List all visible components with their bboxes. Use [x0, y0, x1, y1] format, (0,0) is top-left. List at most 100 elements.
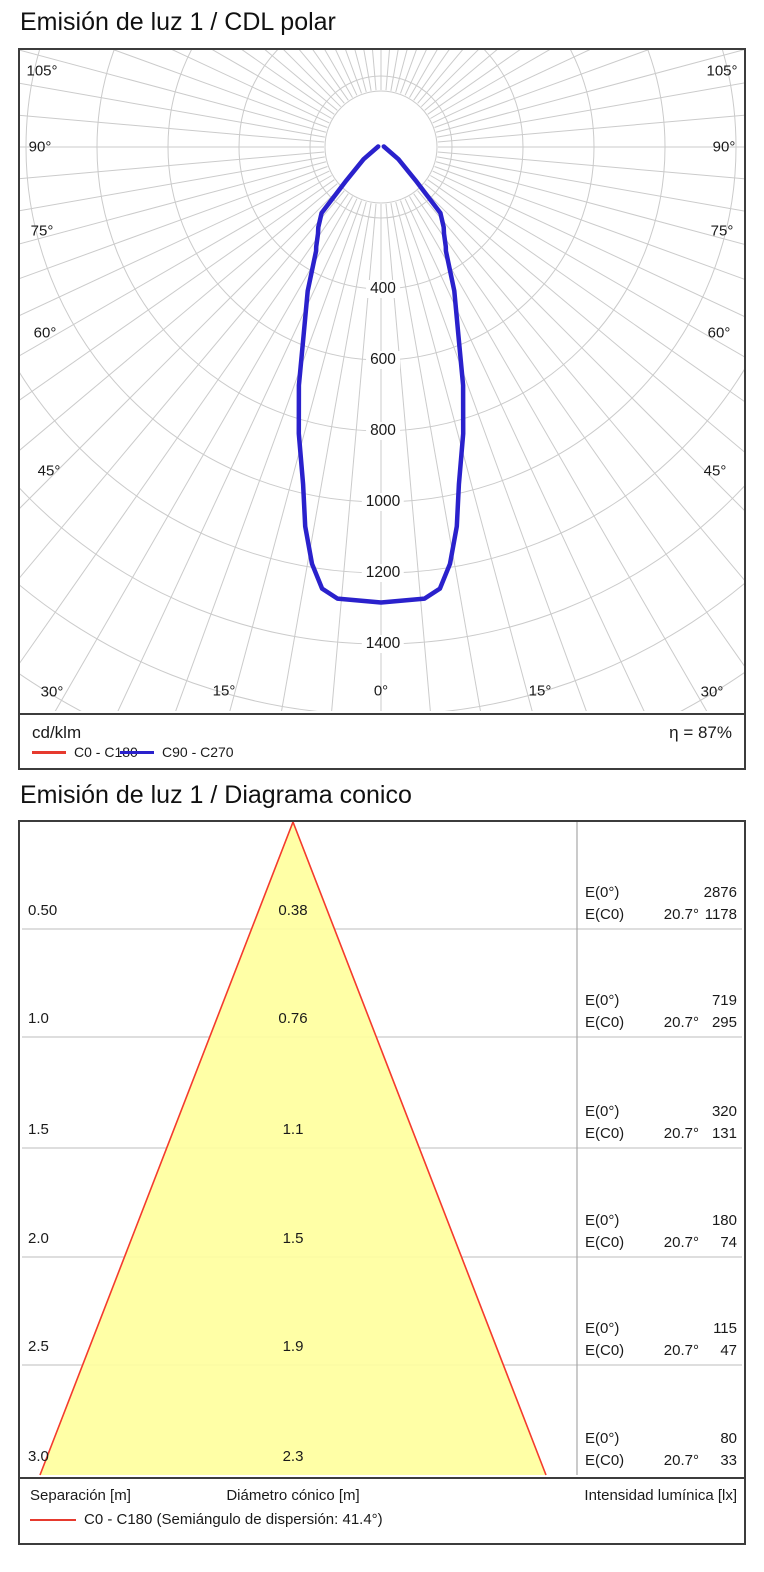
polar-grid-ray [20, 190, 345, 579]
light-cone-fill [40, 822, 546, 1475]
polar-angle-label: 90° [28, 138, 52, 156]
polar-grid-ray [437, 156, 744, 212]
polar-grid-ray [281, 203, 372, 711]
polar-grid-ray [171, 50, 330, 124]
polar-ring-label: 400 [366, 280, 400, 298]
e0-value: 180 [711, 1212, 737, 1229]
polar-angle-label: 75° [30, 222, 54, 240]
e0-label: E(0°) [585, 1320, 620, 1337]
polar-grid-ray [20, 166, 328, 279]
polar-grid-ray [409, 196, 708, 711]
ec0-value: 131 [711, 1125, 737, 1142]
polar-grid-ray [20, 161, 327, 245]
polar-grid-ray [432, 50, 591, 124]
polar-grid-ray [20, 170, 330, 316]
polar-grid-ray [437, 114, 744, 143]
e0-value: 320 [711, 1103, 737, 1120]
polar-grid-ray [395, 201, 533, 711]
polar-ring-label: 600 [366, 351, 400, 369]
polar-grid-ray [437, 82, 744, 138]
cone-legend-swatch [30, 1519, 76, 1521]
e0-label: E(0°) [585, 1430, 620, 1447]
e0-label: E(0°) [585, 884, 620, 901]
polar-grid-ray [395, 50, 408, 93]
c0-c180-legend-label: C0 - C180 [74, 744, 138, 760]
polar-grid-ray [331, 203, 377, 711]
polar-ring-label: 800 [366, 422, 400, 440]
polar-grid-ray [434, 166, 744, 280]
polar-angle-label: 60° [707, 324, 731, 342]
light-cone-left-edge [39, 822, 294, 1476]
polar-grid-ray [430, 50, 551, 119]
cone-chart-title: Emisión de luz 1 / Diagrama conico [20, 781, 412, 809]
e0-value: 2876 [703, 884, 737, 901]
cone-diagram [22, 822, 742, 1476]
polar-angle-label: 15° [528, 682, 552, 700]
polar-angle-label: 105° [26, 62, 58, 80]
polar-inner-circle [324, 90, 438, 204]
polar-grid-ray [354, 50, 367, 93]
polar-grid-ray [437, 151, 744, 180]
polar-grid-ray [404, 198, 645, 711]
polar-grid-ray [20, 50, 327, 133]
polar-legend-strip: cd/klm η = 87% C0 - C180 C90 - C270 [20, 713, 744, 768]
polar-grid-ray [435, 50, 744, 133]
polar-angle-label: 60° [33, 324, 57, 342]
separation-value: 2.0 [28, 1230, 49, 1247]
beam-angle-value: 20.7° [663, 1234, 699, 1251]
cone-chart-panel: 0.50 0.38 E(0°) 2876 E(C0) 20.7° 1178 1.0 0.76 E(… [18, 820, 746, 1545]
cone-diameter-value: 1.1 [282, 1121, 304, 1138]
c90-c270-curve [296, 144, 466, 605]
e0-label: E(0°) [585, 1103, 620, 1120]
polar-grid-ray [385, 203, 431, 711]
polar-ring-label: 1000 [361, 493, 405, 511]
polar-grid-ray [424, 50, 498, 111]
c90-c270-legend-swatch [120, 751, 154, 754]
cone-diameter-value: 1.9 [282, 1338, 304, 1355]
polar-grid-ray [409, 50, 438, 98]
polar-grid-ray [434, 50, 649, 128]
polar-angle-label: 0° [373, 682, 389, 700]
polar-grid-ray [117, 198, 358, 711]
ec0-label: E(C0) [585, 906, 625, 923]
polar-angle-label: 45° [703, 462, 727, 480]
polar-grid-ray [283, 50, 342, 108]
beam-angle-value: 20.7° [663, 1125, 699, 1142]
polar-grid-ray [20, 179, 335, 401]
polar-angle-label: 45° [37, 462, 61, 480]
polar-ring-label: 1200 [361, 564, 405, 582]
polar-grid-ray [20, 193, 349, 664]
cone-legend-label: C0 - C180 (Semiángulo de dispersión: 41.… [84, 1511, 383, 1528]
polar-angle-label: 75° [710, 222, 734, 240]
cone-diameter-value: 0.76 [278, 1010, 308, 1027]
polar-ring-label: 1400 [361, 635, 405, 653]
c0-c180-legend-swatch [32, 751, 66, 754]
intensity-column-header: Intensidad lumínica [lx] [584, 1487, 737, 1504]
separation-column-header: Separación [m] [30, 1487, 131, 1504]
polar-grid-ray [417, 190, 744, 581]
ec0-value: 74 [720, 1234, 737, 1251]
separation-value: 1.5 [28, 1121, 49, 1138]
polar-grid-ray [20, 82, 325, 138]
beam-angle-value: 20.7° [663, 1014, 699, 1031]
ec0-label: E(C0) [585, 1452, 625, 1469]
polar-grid-ray [20, 186, 342, 509]
polar-grid-ring [309, 75, 453, 219]
polar-grid-ray [20, 175, 332, 357]
polar-chart-title: Emisión de luz 1 / CDL polar [20, 8, 336, 36]
polar-grid-ray [241, 50, 335, 115]
ec0-label: E(C0) [585, 1234, 625, 1251]
polar-grid-ray [430, 175, 744, 358]
cone-footer-strip: Separación [m] Diámetro cónico [m] Inten… [20, 1477, 744, 1543]
polar-angle-label: 30° [700, 683, 724, 701]
polar-grid-ray [20, 151, 325, 180]
polar-grid-ray [229, 201, 367, 711]
polar-efficiency-label: η = 87% [669, 723, 732, 742]
ec0-label: E(C0) [585, 1342, 625, 1359]
polar-grid-ray [400, 200, 587, 711]
polar-grid-ray [20, 156, 325, 212]
polar-grid-ray [424, 183, 744, 453]
polar-grid-ray [175, 200, 362, 711]
separation-value: 0.50 [28, 902, 58, 919]
